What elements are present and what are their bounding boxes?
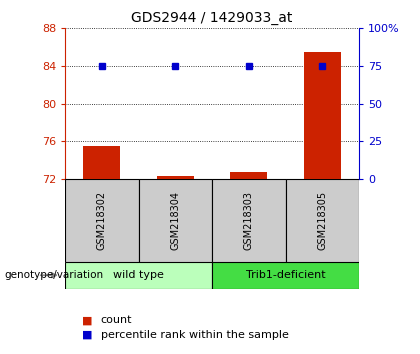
Bar bbox=[304, 52, 341, 179]
Bar bbox=[212, 262, 359, 289]
Text: GSM218302: GSM218302 bbox=[97, 191, 107, 250]
Text: ■: ■ bbox=[82, 330, 92, 339]
Bar bbox=[212, 179, 286, 262]
Bar bbox=[157, 176, 194, 179]
Text: genotype/variation: genotype/variation bbox=[4, 270, 103, 280]
Text: Trib1-deficient: Trib1-deficient bbox=[246, 270, 326, 280]
Text: ■: ■ bbox=[82, 315, 92, 325]
Bar bbox=[65, 179, 139, 262]
Bar bbox=[84, 146, 120, 179]
Bar bbox=[139, 179, 212, 262]
Text: GSM218304: GSM218304 bbox=[171, 191, 180, 250]
Bar bbox=[231, 172, 267, 179]
Text: GSM218303: GSM218303 bbox=[244, 191, 254, 250]
Text: percentile rank within the sample: percentile rank within the sample bbox=[101, 330, 289, 339]
Title: GDS2944 / 1429033_at: GDS2944 / 1429033_at bbox=[131, 11, 293, 24]
Text: GSM218305: GSM218305 bbox=[318, 191, 327, 250]
Bar bbox=[65, 262, 212, 289]
Bar bbox=[286, 179, 359, 262]
Text: count: count bbox=[101, 315, 132, 325]
Text: wild type: wild type bbox=[113, 270, 164, 280]
